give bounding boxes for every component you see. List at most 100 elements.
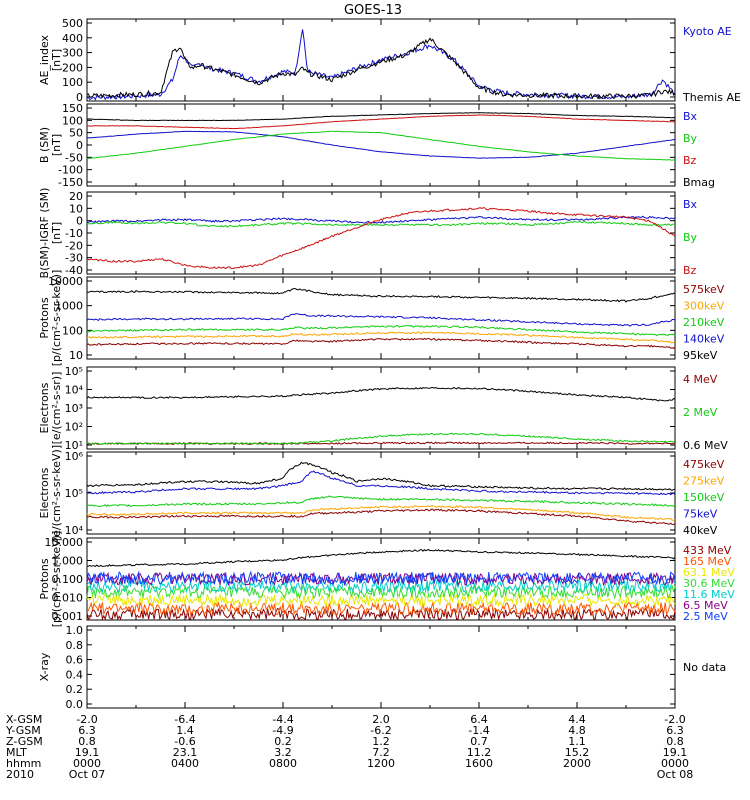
series-line-Kyoto-AE	[86, 29, 676, 101]
x-row-label: Y-GSM	[5, 724, 41, 737]
y-axis-label: AE_index	[38, 34, 51, 85]
y-tick-label: 400	[62, 32, 83, 45]
series-line-By	[86, 130, 676, 161]
legend-entry: 575keV	[683, 283, 725, 296]
series-line-By	[86, 220, 675, 228]
legend-entry: 165 MeV	[683, 555, 732, 568]
panel-7: 1.0 0.8 0.60.4 0.2 0.0 X-ray No data	[38, 624, 726, 711]
x-row-value: 1600	[465, 757, 493, 770]
legend-entry: Bx	[683, 198, 698, 211]
legend-entry: 63.1 MeV	[683, 566, 735, 579]
legend-entry: 0.6 MeV	[683, 439, 728, 452]
legend-entry: Kyoto AE	[683, 25, 732, 38]
x-row-value: 0000	[73, 757, 101, 770]
x-row-value: 0.2	[274, 735, 292, 748]
y-tick-label: 0	[76, 91, 83, 104]
x-row-value: 0000	[661, 757, 689, 770]
y-tick-label: 100	[62, 76, 83, 89]
y-axis-label: [nT]	[50, 49, 63, 71]
panel-frame	[86, 103, 676, 187]
y-axis-label: Protons	[38, 558, 51, 599]
y-tick-label: 10⁵	[65, 487, 83, 500]
legend-entry: Themis AE	[682, 91, 741, 104]
series-line-Bx	[86, 130, 676, 159]
y-tick-label: 200	[62, 61, 83, 74]
legend-entry: By	[683, 231, 698, 244]
x-row-label: Z-GSM	[6, 735, 43, 748]
x-row-value: 4.8	[568, 724, 586, 737]
y-tick-label: 0.001	[52, 610, 84, 623]
x-row-value: 0.8	[666, 735, 684, 748]
x-row-value: -4.9	[272, 724, 293, 737]
y-tick-label: 50	[69, 127, 83, 140]
x-row-value: 6.3	[666, 724, 684, 737]
series-line-75keV	[86, 470, 676, 496]
y-tick-label: 1.0	[66, 624, 84, 637]
y-tick-label: 20	[69, 190, 83, 203]
series-line-2-MeV	[86, 432, 676, 445]
series-line-150keV	[86, 495, 676, 508]
series-line-95keV	[86, 287, 676, 303]
series-line-4-MeV	[86, 441, 676, 445]
series-line-flux	[86, 549, 676, 567]
x-row-value: 2.0	[372, 713, 390, 726]
panel-frame	[86, 18, 676, 102]
y-tick-label: 1000	[55, 300, 83, 313]
y-tick-label: 10.000	[45, 536, 84, 549]
y-tick-label: 0.2	[66, 683, 84, 696]
legend-entry: 2.5 MeV	[683, 610, 728, 623]
legend-entry: 2 MeV	[683, 406, 718, 419]
y-tick-label: 300	[62, 47, 83, 60]
x-row-value: 19.1	[663, 746, 688, 759]
series-line-Themis-AE	[86, 37, 676, 100]
legend-entry: Bx	[683, 110, 698, 123]
y-axis-label: [nT]	[50, 222, 63, 244]
y-tick-label: 10²	[65, 421, 83, 434]
x-row-label: X-GSM	[6, 713, 42, 726]
series-line-0.6-MeV	[86, 386, 676, 402]
y-tick-label: 10	[69, 202, 83, 215]
x-row-value: 0.7	[470, 735, 488, 748]
series-line-300keV	[86, 331, 676, 344]
legend-entry: 30.6 MeV	[683, 577, 735, 590]
y-tick-label: 0.4	[66, 668, 84, 681]
legend-entry: 275keV	[683, 475, 725, 488]
x-row-value: -0.6	[174, 735, 195, 748]
panel-3: 10000 1000 100 10 Protons [p/(cm²-s-sr-keV)] 5…	[38, 270, 725, 367]
y-tick-label: -20	[65, 239, 83, 252]
y-tick-label: -10	[65, 227, 83, 240]
series-line-Bx	[86, 215, 676, 224]
y-tick-label: 10⁶	[65, 450, 84, 463]
x-row-value: 0400	[171, 757, 199, 770]
chart-title: GOES-13	[344, 3, 402, 18]
y-tick-label: -40	[65, 264, 83, 277]
x-row-value: 3.2	[274, 746, 292, 759]
x-row-value: 2000	[563, 757, 591, 770]
y-tick-label: 500	[62, 17, 83, 30]
y-tick-label: 10000	[48, 275, 83, 288]
panel-frame	[86, 191, 676, 275]
y-tick-label: 100	[62, 114, 83, 127]
legend-entry: 433 MeV	[683, 544, 732, 557]
y-tick-label: 100	[62, 324, 83, 337]
legend-entry: 95keV	[683, 349, 718, 362]
y-tick-label: 0.0	[66, 698, 84, 711]
x-row-value: 19.1	[75, 746, 100, 759]
x-row-value: -1.4	[468, 724, 489, 737]
x-row-value: 1.2	[372, 735, 390, 748]
series-line-Bz	[87, 114, 675, 130]
x-row-value: -6.2	[370, 724, 391, 737]
y-tick-label: 10⁵	[65, 365, 83, 378]
legend-entry: 6.5 MeV	[683, 599, 728, 612]
y-axis-label: [e/(cm²-s-sr)]	[50, 372, 63, 445]
x-row-value: -4.4	[272, 713, 293, 726]
y-axis-label: B (SM)	[38, 127, 51, 163]
x-row-value: 11.2	[467, 746, 492, 759]
legend-entry: 300keV	[683, 300, 725, 313]
legend-entry: Bz	[683, 264, 697, 277]
series-line-575keV	[86, 337, 676, 350]
y-tick-label: 10	[69, 349, 83, 362]
